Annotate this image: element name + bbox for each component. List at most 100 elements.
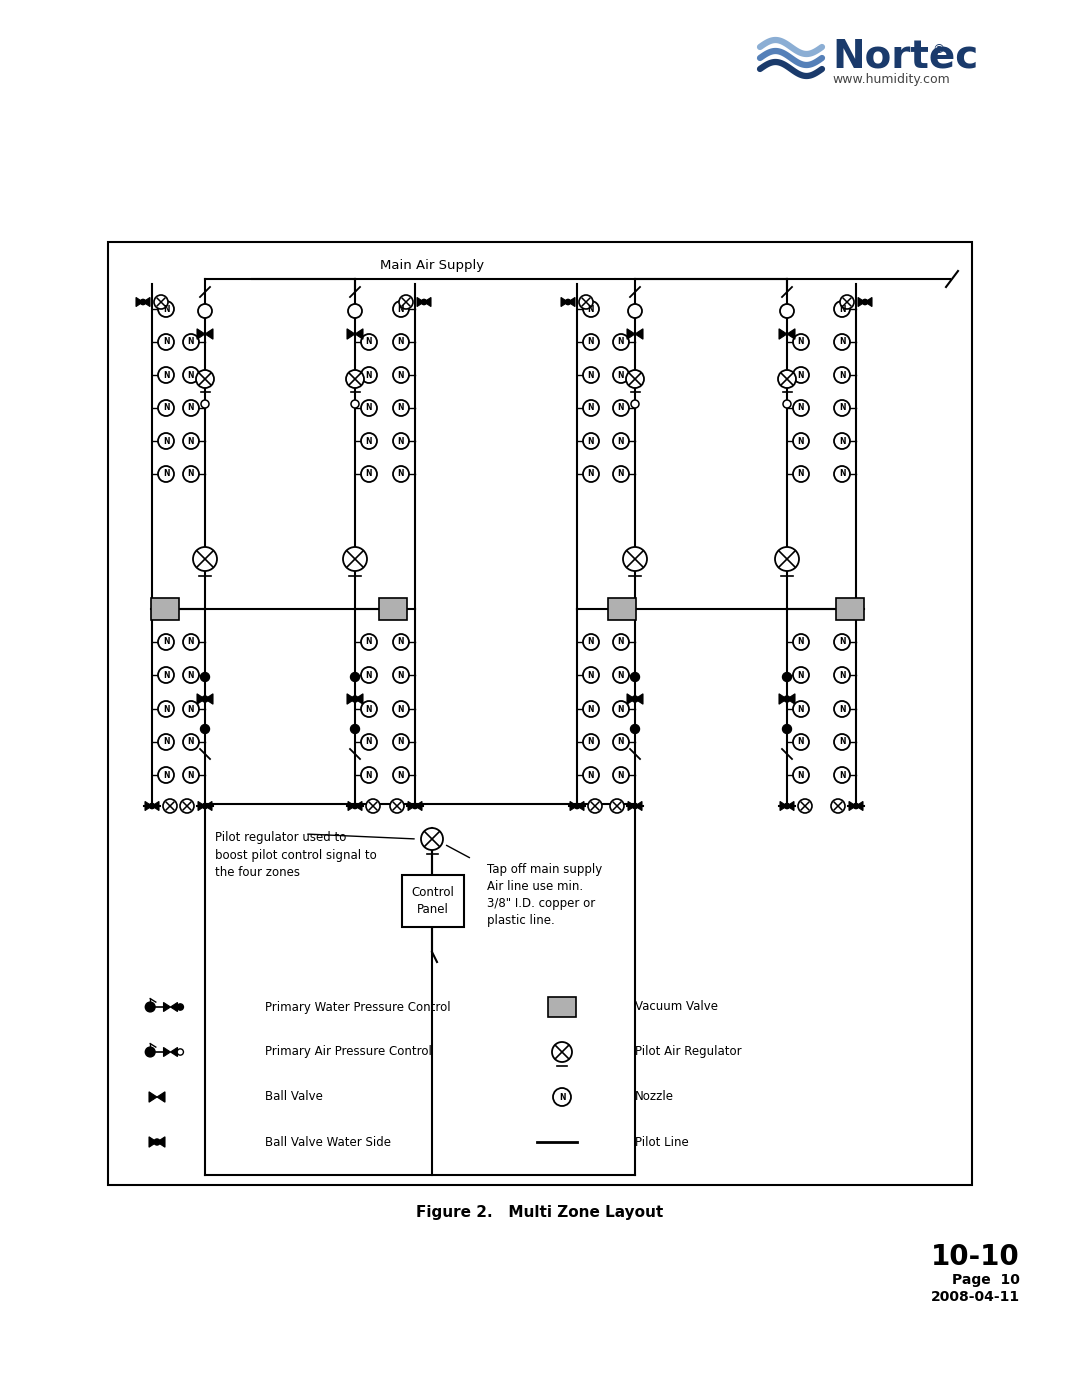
Text: N: N [163, 671, 170, 679]
Circle shape [579, 295, 593, 309]
Text: N: N [558, 1092, 565, 1101]
Circle shape [393, 334, 409, 351]
Circle shape [393, 767, 409, 782]
Text: N: N [618, 404, 624, 412]
Text: 10-10: 10-10 [931, 1243, 1020, 1271]
Circle shape [146, 1048, 156, 1058]
Circle shape [393, 467, 409, 482]
Circle shape [834, 701, 850, 717]
Text: N: N [839, 469, 846, 479]
Text: N: N [366, 469, 373, 479]
Circle shape [149, 803, 154, 809]
Text: N: N [839, 436, 846, 446]
Circle shape [183, 433, 199, 448]
Circle shape [183, 400, 199, 416]
Polygon shape [355, 328, 363, 339]
Circle shape [627, 305, 642, 319]
Circle shape [183, 467, 199, 482]
Text: N: N [618, 704, 624, 714]
Circle shape [853, 803, 859, 809]
Circle shape [793, 767, 809, 782]
Text: N: N [163, 436, 170, 446]
Circle shape [583, 433, 599, 448]
Text: N: N [397, 469, 404, 479]
Text: N: N [163, 305, 170, 313]
Text: N: N [366, 671, 373, 679]
Text: N: N [163, 704, 170, 714]
Circle shape [613, 433, 629, 448]
Circle shape [834, 367, 850, 383]
Text: N: N [588, 404, 594, 412]
Text: N: N [366, 436, 373, 446]
Text: N: N [618, 671, 624, 679]
Circle shape [201, 725, 210, 733]
Circle shape [552, 1042, 572, 1062]
Polygon shape [197, 328, 205, 339]
Polygon shape [171, 1048, 177, 1056]
Circle shape [393, 634, 409, 650]
Bar [548, 997, 576, 1017]
Circle shape [793, 634, 809, 650]
Polygon shape [787, 328, 795, 339]
Circle shape [195, 370, 214, 388]
Text: N: N [366, 738, 373, 746]
Text: N: N [397, 370, 404, 380]
Polygon shape [205, 328, 213, 339]
Circle shape [793, 733, 809, 750]
Text: N: N [397, 671, 404, 679]
Circle shape [862, 299, 867, 305]
Circle shape [623, 548, 647, 571]
Text: ®: ® [932, 43, 945, 56]
Text: N: N [588, 305, 594, 313]
Circle shape [158, 767, 174, 782]
Circle shape [361, 334, 377, 351]
Text: N: N [366, 370, 373, 380]
Circle shape [183, 767, 199, 782]
Polygon shape [149, 1092, 157, 1102]
Text: Main Air Supply: Main Air Supply [380, 258, 484, 272]
Text: N: N [618, 469, 624, 479]
Text: 2008-04-11: 2008-04-11 [931, 1289, 1020, 1303]
Text: Pilot Line: Pilot Line [635, 1136, 689, 1148]
Circle shape [834, 666, 850, 683]
Circle shape [366, 799, 380, 813]
Circle shape [343, 548, 367, 571]
Circle shape [158, 467, 174, 482]
Text: N: N [798, 370, 805, 380]
Circle shape [831, 799, 845, 813]
Circle shape [393, 300, 409, 317]
Circle shape [583, 400, 599, 416]
Circle shape [361, 467, 377, 482]
Circle shape [793, 467, 809, 482]
Polygon shape [408, 802, 415, 810]
Circle shape [613, 467, 629, 482]
Bar [608, 598, 636, 620]
Polygon shape [849, 802, 856, 810]
Text: N: N [397, 738, 404, 746]
Circle shape [393, 400, 409, 416]
Circle shape [610, 799, 624, 813]
Polygon shape [627, 694, 635, 704]
Circle shape [421, 299, 427, 305]
Circle shape [346, 370, 364, 388]
Circle shape [393, 733, 409, 750]
Text: N: N [618, 370, 624, 380]
Text: N: N [618, 738, 624, 746]
Polygon shape [635, 328, 643, 339]
Circle shape [775, 548, 799, 571]
Circle shape [413, 803, 418, 809]
Text: N: N [397, 404, 404, 412]
Circle shape [834, 334, 850, 351]
Circle shape [784, 803, 789, 809]
Circle shape [613, 733, 629, 750]
Circle shape [140, 299, 146, 305]
Text: N: N [588, 704, 594, 714]
Circle shape [158, 367, 174, 383]
Text: Pilot Air Regulator: Pilot Air Regulator [635, 1045, 742, 1059]
Polygon shape [355, 802, 362, 810]
Text: N: N [163, 338, 170, 346]
Text: N: N [798, 469, 805, 479]
Circle shape [583, 467, 599, 482]
Text: N: N [163, 637, 170, 647]
Polygon shape [568, 298, 575, 306]
